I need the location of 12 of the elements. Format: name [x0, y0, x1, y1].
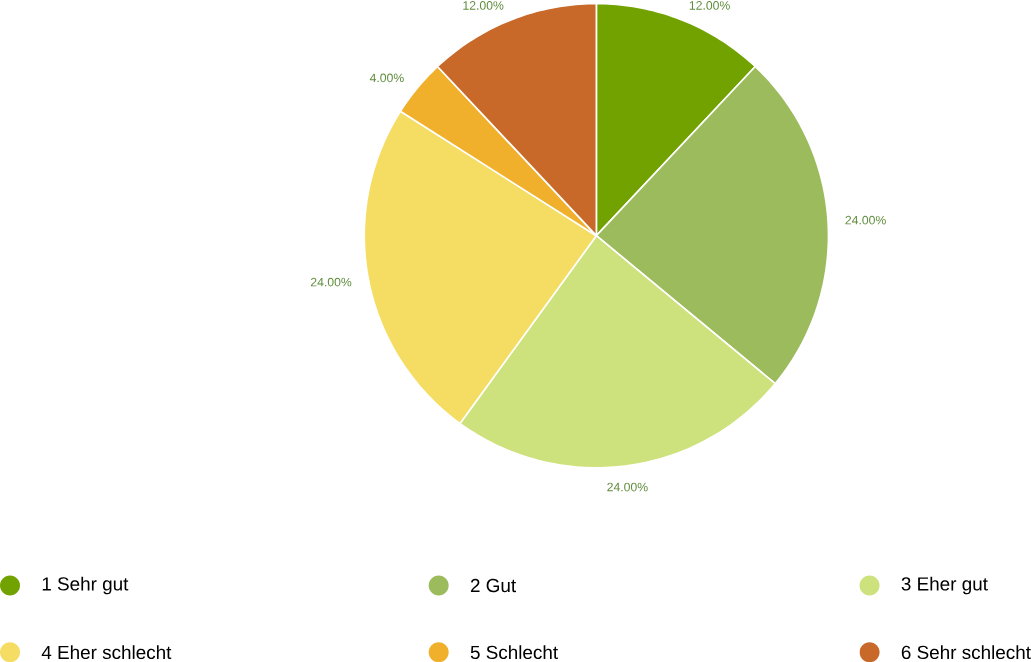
data-label: 12.00%	[689, 1, 730, 10]
data-label: 24.00%	[607, 482, 648, 492]
legend-label: 5 Schlecht	[470, 645, 558, 660]
legend-label: 6 Sehr schlecht	[901, 645, 1031, 660]
data-label: 4.00%	[369, 73, 404, 83]
legend-label: 1 Sehr gut	[42, 576, 129, 595]
legend-label: 3 Eher gut	[901, 576, 988, 595]
legend-label: 2 Gut	[470, 578, 516, 593]
data-label: 12.00%	[463, 1, 504, 10]
legend-label: 4 Eher schlecht	[41, 645, 172, 660]
data-label: 24.00%	[310, 277, 352, 287]
data-label: 24.00%	[845, 215, 886, 225]
